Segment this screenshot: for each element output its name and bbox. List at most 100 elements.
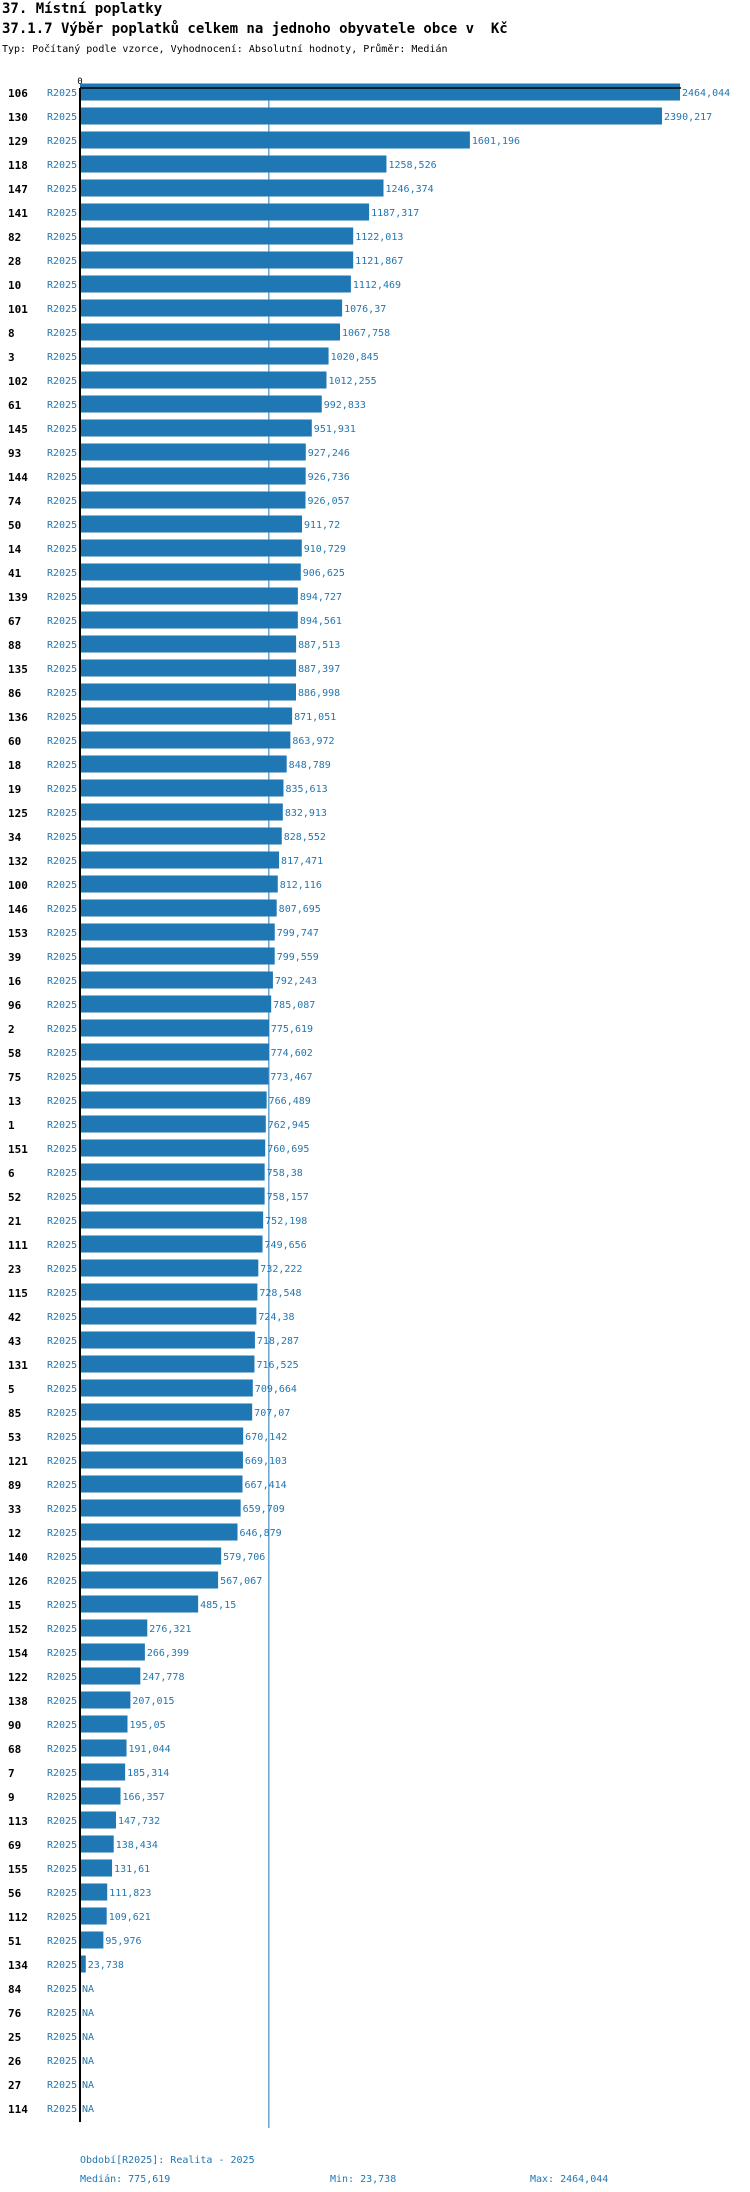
- bar: [80, 1571, 219, 1589]
- value-label: 1012,255: [328, 376, 376, 387]
- bar: [80, 995, 272, 1013]
- category-label: 50: [8, 519, 21, 532]
- value-label: 567,067: [220, 1576, 262, 1587]
- category-label: 131: [8, 1359, 28, 1372]
- series-label: R2025: [47, 400, 77, 411]
- series-label: R2025: [47, 232, 77, 243]
- bar: [80, 803, 283, 821]
- bar: [80, 251, 354, 269]
- value-label: 95,976: [105, 1936, 141, 1947]
- category-label: 61: [8, 399, 22, 412]
- value-label: 732,222: [260, 1264, 302, 1275]
- category-label: 121: [8, 1455, 28, 1468]
- bar: [80, 1091, 267, 1109]
- category-label: 21: [8, 1215, 22, 1228]
- category-label: 96: [8, 999, 22, 1012]
- value-label: NA: [82, 2032, 94, 2043]
- bar: [80, 1499, 241, 1517]
- category-label: 135: [8, 663, 28, 676]
- series-label: R2025: [47, 496, 77, 507]
- bar: [80, 1211, 264, 1229]
- value-label: 887,513: [298, 640, 340, 651]
- series-label: R2025: [47, 952, 77, 963]
- bar: [80, 515, 303, 533]
- series-label: R2025: [47, 592, 77, 603]
- series-label: R2025: [47, 520, 77, 531]
- category-label: 101: [8, 303, 28, 316]
- series-label: R2025: [47, 208, 77, 219]
- category-label: 134: [8, 1959, 28, 1972]
- category-label: 39: [8, 951, 21, 964]
- category-label: 139: [8, 591, 28, 604]
- bar: [80, 731, 291, 749]
- bar: [80, 107, 663, 125]
- value-label: 728,548: [259, 1288, 301, 1299]
- value-label: 1121,867: [355, 256, 403, 267]
- value-label: 799,559: [277, 952, 319, 963]
- series-label: R2025: [47, 1960, 77, 1971]
- value-label: 669,103: [245, 1456, 287, 1467]
- category-label: 122: [8, 1671, 28, 1684]
- bar: [80, 611, 298, 629]
- category-label: 76: [8, 2007, 22, 2020]
- value-label: 1258,526: [388, 160, 436, 171]
- category-label: 130: [8, 111, 28, 124]
- value-label: 1112,469: [353, 280, 401, 291]
- category-label: 58: [8, 1047, 21, 1060]
- series-label: R2025: [47, 448, 77, 459]
- bar: [80, 1331, 255, 1349]
- value-label: 659,709: [243, 1504, 285, 1515]
- series-label: R2025: [47, 664, 77, 675]
- value-label: 1122,013: [355, 232, 403, 243]
- value-label: 835,613: [285, 784, 327, 795]
- value-label: 887,397: [298, 664, 340, 675]
- value-label: 785,087: [273, 1000, 315, 1011]
- series-label: R2025: [47, 1408, 77, 1419]
- bar: [80, 347, 329, 365]
- category-label: 147: [8, 183, 28, 196]
- value-label: 191,044: [129, 1744, 171, 1755]
- bar: [80, 1403, 253, 1421]
- bar: [80, 1667, 141, 1685]
- value-label: 927,246: [308, 448, 350, 459]
- series-label: R2025: [47, 352, 77, 363]
- value-label: 2390,217: [664, 112, 712, 123]
- category-label: 153: [8, 927, 28, 940]
- series-label: R2025: [47, 1264, 77, 1275]
- series-label: R2025: [47, 472, 77, 483]
- bar: [80, 1763, 126, 1781]
- series-label: R2025: [47, 1000, 77, 1011]
- category-label: 67: [8, 615, 21, 628]
- series-label: R2025: [47, 1552, 77, 1563]
- series-label: R2025: [47, 1072, 77, 1083]
- value-label: 871,051: [294, 712, 336, 723]
- series-label: R2025: [47, 1504, 77, 1515]
- series-label: R2025: [47, 904, 77, 915]
- value-label: 807,695: [279, 904, 321, 915]
- bar: [80, 899, 277, 917]
- category-label: 113: [8, 1815, 28, 1828]
- category-label: 155: [8, 1863, 28, 1876]
- series-label: R2025: [47, 1024, 77, 1035]
- category-label: 145: [8, 423, 28, 436]
- category-label: 146: [8, 903, 28, 916]
- category-label: 140: [8, 1551, 28, 1564]
- series-label: R2025: [47, 1336, 77, 1347]
- value-label: 166,357: [123, 1792, 165, 1803]
- footer-period: Období[R2025]: Realita - 2025: [80, 2155, 255, 2166]
- bar: [80, 227, 354, 245]
- series-label: R2025: [47, 1288, 77, 1299]
- value-label: 911,72: [304, 520, 340, 531]
- category-label: 68: [8, 1743, 21, 1756]
- series-label: R2025: [47, 1936, 77, 1947]
- series-label: R2025: [47, 1528, 77, 1539]
- series-label: R2025: [47, 1096, 77, 1107]
- bar: [80, 371, 327, 389]
- category-label: 14: [8, 543, 22, 556]
- bar: [80, 1835, 114, 1853]
- value-label: 724,38: [258, 1312, 294, 1323]
- bar: [80, 1739, 127, 1757]
- value-label: 485,15: [200, 1600, 236, 1611]
- category-label: 53: [8, 1431, 21, 1444]
- bar: [80, 563, 301, 581]
